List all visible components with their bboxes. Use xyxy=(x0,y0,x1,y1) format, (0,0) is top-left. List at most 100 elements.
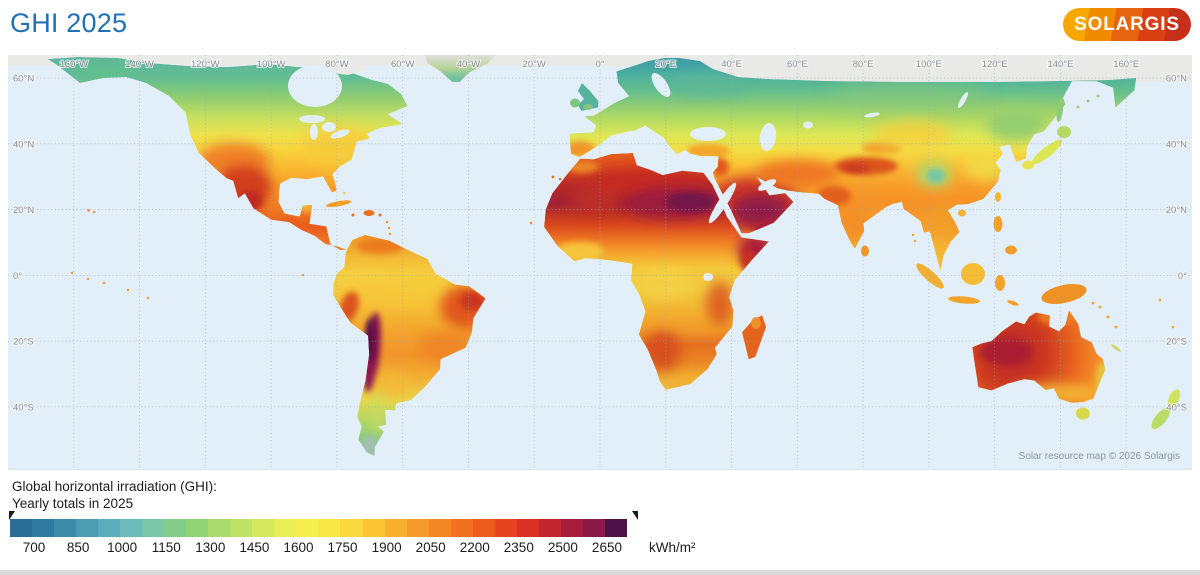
java xyxy=(948,296,980,304)
new-guinea xyxy=(1041,283,1087,305)
colorbar-segment xyxy=(208,519,231,537)
luzon xyxy=(993,216,1003,232)
sulawesi xyxy=(995,275,1005,291)
colorbar-segment xyxy=(428,519,451,537)
greenland xyxy=(425,55,496,83)
graticule-label: 20°N xyxy=(13,205,34,216)
legend-tick: 700 xyxy=(22,540,46,555)
graticule-label: 100°E xyxy=(916,59,942,70)
colorbar-segment xyxy=(604,519,627,537)
nz-north-island xyxy=(1167,389,1181,409)
legend-tick: 2200 xyxy=(459,540,490,555)
colorbar-segment xyxy=(560,519,583,537)
graticule-label: 120°W xyxy=(191,59,220,70)
legend-tick: 1450 xyxy=(239,540,270,555)
islands xyxy=(70,83,1185,429)
graticule-label: 40°S xyxy=(1166,402,1187,413)
graticule-label: 20°W xyxy=(523,59,546,70)
colorbar-segment xyxy=(538,519,561,537)
new-caledonia xyxy=(1111,344,1121,352)
graticule-label: 60°W xyxy=(391,59,414,70)
cuba xyxy=(325,200,352,208)
colorbar-segment xyxy=(296,519,319,537)
graticule-label: 40°N xyxy=(13,139,34,150)
graticule-label: 60°E xyxy=(787,59,808,70)
colorbar-segment xyxy=(450,519,473,537)
sakhalin xyxy=(1056,98,1064,122)
colorbar-segment xyxy=(362,519,385,537)
colorbar-left-arrow xyxy=(9,511,15,520)
graticule-lines xyxy=(8,55,1192,469)
colorbar-segment xyxy=(10,519,33,537)
graticule-label: 60°N xyxy=(1166,74,1187,85)
colorbar-segment xyxy=(406,519,429,537)
colorbar-segment xyxy=(142,519,165,537)
colorbar-segment xyxy=(120,519,143,537)
legend: Global horizontal irradiation (GHI): Yea… xyxy=(9,478,730,558)
colorbar-segment xyxy=(582,519,605,537)
honshu xyxy=(1031,139,1063,165)
legend-tick: 1300 xyxy=(195,540,226,555)
map-svg: 160°W 140°W 120°W 100°W 80°W 60°W 40°W 20°W 0° 20… xyxy=(8,55,1192,469)
world-ghi-map: 160°W 140°W 120°W 100°W 80°W 60°W 40°W 20°W 0° 20… xyxy=(8,55,1192,470)
graticule-label: 0° xyxy=(13,271,22,282)
legend-title-line1: Global horizontal irradiation (GHI): xyxy=(12,479,217,494)
graticule-label: 40°N xyxy=(1166,139,1187,150)
hainan xyxy=(958,209,966,217)
graticule-labels: 160°W 140°W 120°W 100°W 80°W 60°W 40°W 20°W 0° 20… xyxy=(12,58,1188,414)
graticule-label: 100°W xyxy=(257,59,286,70)
graticule-label: 20°S xyxy=(13,337,34,348)
colorbar-segment xyxy=(472,519,495,537)
legend-tick: 1750 xyxy=(327,540,358,555)
graticule-label: 60°N xyxy=(13,74,34,85)
legend-tick: 850 xyxy=(66,540,90,555)
legend-title-line2: Yearly totals in 2025 xyxy=(12,496,134,511)
legend-tick: 1150 xyxy=(151,540,181,555)
graticule-label: 160°W xyxy=(59,59,88,70)
united-kingdom xyxy=(578,83,599,111)
colorbar-segment xyxy=(76,519,99,537)
colorbar-segment xyxy=(32,519,55,537)
hispaniola xyxy=(363,210,375,216)
graticule-label: 120°E xyxy=(982,59,1008,70)
page-title: GHI 2025 xyxy=(10,8,128,38)
graticule-label: 140°E xyxy=(1047,59,1073,70)
colorbar-segment xyxy=(164,519,187,537)
graticule-label: 0° xyxy=(1178,271,1187,282)
legend-tick: 2500 xyxy=(547,540,578,555)
colorbar-segment xyxy=(340,519,363,537)
colorbar-right-arrow xyxy=(632,511,638,520)
legend-tick-labels: 700 850 1000 1150 1300 1450 1600 1750 1900 2050 22… xyxy=(10,540,730,558)
colorbar-segment xyxy=(186,519,209,537)
solargis-logo: SOLARGIS xyxy=(1063,8,1191,41)
colorbar-segment xyxy=(230,519,253,537)
legend-unit: kWh/m² xyxy=(649,540,696,555)
graticule-label: 40°S xyxy=(13,402,34,413)
legend-colorbar xyxy=(9,511,710,537)
graticule-label: 40°W xyxy=(457,59,480,70)
graticule-label: 40°E xyxy=(721,59,742,70)
legend-tick: 2050 xyxy=(415,540,446,555)
graticule-label: 140°W xyxy=(125,59,154,70)
colorbar-segment xyxy=(54,519,77,537)
legend-tick: 1600 xyxy=(283,540,314,555)
iceland xyxy=(525,56,550,67)
colorbar-segment xyxy=(318,519,341,537)
map-attribution: Solar resource map © 2026 Solargis xyxy=(1019,451,1180,462)
colorbar-segment xyxy=(274,519,297,537)
legend-tick: 1000 xyxy=(107,540,138,555)
colorbar-segment xyxy=(494,519,517,537)
graticule-label: 80°W xyxy=(325,59,348,70)
tasmania xyxy=(1075,407,1090,420)
graticule-label: 160°E xyxy=(1113,59,1139,70)
colorbar-segment xyxy=(252,519,275,537)
legend-tick: 1900 xyxy=(371,540,402,555)
colorbar-segment xyxy=(516,519,539,537)
legend-tick: 2650 xyxy=(591,540,622,555)
taiwan xyxy=(995,192,1001,202)
sri-lanka xyxy=(861,245,869,257)
sumatra xyxy=(916,263,944,289)
nz-south-island xyxy=(1151,407,1171,429)
mindanao xyxy=(1005,245,1017,255)
footer-strip xyxy=(0,570,1200,575)
